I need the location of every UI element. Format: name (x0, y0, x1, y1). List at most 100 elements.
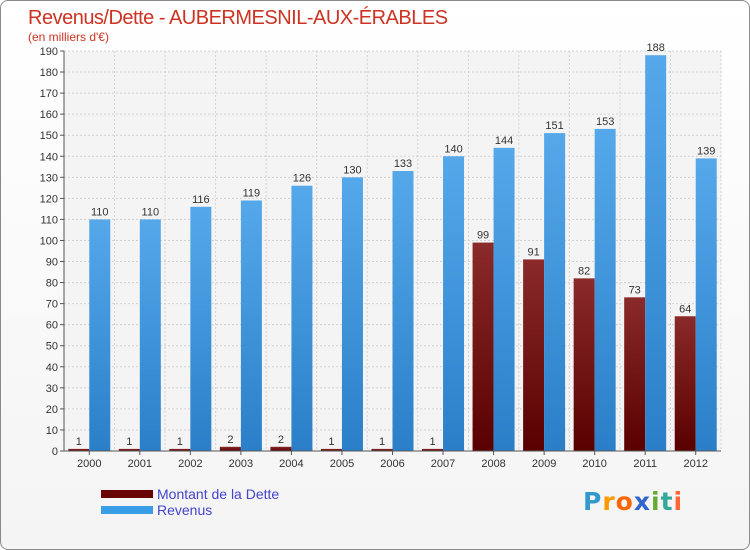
chart-title: Revenus/Dette - AUBERMESNIL-AUX-ÉRABLES (28, 7, 448, 29)
y-tick-label: 170 (40, 88, 58, 100)
axes: 0 10 20 30 40 50 60 70 80 90 100 110 120 130 140 150 160… (40, 46, 721, 470)
y-tick-label: 10 (46, 425, 58, 437)
bar-revenus-2008 (493, 147, 515, 451)
x-tick-label-2009: 2009 (532, 458, 556, 470)
y-tick-label: 80 (46, 278, 58, 290)
legend-label-dette: Montant de la Dette (157, 486, 280, 502)
x-tick-label-2005: 2005 (330, 458, 354, 470)
bar-dette-2002 (169, 448, 191, 451)
bar-revenus-2010 (594, 128, 616, 451)
bar-revenus-2004 (291, 185, 313, 451)
data-label-dette-2001: 1 (126, 436, 132, 448)
logo-letter: P (583, 487, 603, 516)
data-label-dette-2011: 73 (629, 284, 641, 296)
bar-dette-2006 (371, 448, 393, 451)
y-tick-label: 20 (46, 404, 58, 416)
y-tick-label: 50 (46, 341, 58, 353)
y-tick-label: 100 (40, 235, 58, 247)
data-label-dette-2010: 82 (578, 265, 590, 277)
bar-revenus-2007 (443, 156, 465, 451)
bar-revenus-2005 (341, 177, 363, 451)
x-tick-label-2006: 2006 (380, 458, 404, 470)
bar-revenus-2009 (544, 133, 566, 451)
data-label-revenus-2011: 188 (647, 42, 665, 54)
data-label-dette-2006: 1 (379, 436, 385, 448)
data-label-dette-2009: 91 (527, 246, 539, 258)
data-label-dette-2005: 1 (328, 436, 334, 448)
y-tick-label: 60 (46, 320, 58, 332)
y-tick-label: 190 (40, 46, 58, 58)
bar-dette-2000 (68, 448, 90, 451)
bar-revenus-2006 (392, 171, 414, 451)
y-tick-label: 30 (46, 383, 58, 395)
bar-dette-2010 (573, 278, 595, 451)
chart-subtitle: (en milliers d'€) (28, 30, 109, 44)
bar-revenus-2003 (240, 200, 262, 451)
y-tick-label: 180 (40, 67, 58, 79)
proxiti-logo: Proxiti (583, 487, 683, 516)
x-tick-label-2004: 2004 (279, 458, 303, 470)
x-tick-label-2003: 2003 (229, 458, 253, 470)
y-tick-label: 70 (46, 299, 58, 311)
legend-label-revenus: Revenus (157, 502, 213, 518)
legend-swatch-dette (101, 490, 153, 498)
data-label-dette-2003: 2 (227, 434, 233, 446)
y-tick-label: 150 (40, 130, 58, 142)
data-label-revenus-2010: 153 (596, 116, 614, 128)
x-tick-label-2000: 2000 (77, 458, 101, 470)
bar-dette-2008 (472, 242, 494, 451)
bar-dette-2004 (270, 446, 292, 451)
logo-letter: x (633, 487, 651, 516)
data-label-revenus-2005: 130 (343, 164, 361, 176)
data-label-dette-2000: 1 (76, 436, 82, 448)
logo-letter: t (660, 487, 674, 516)
data-label-revenus-2007: 140 (444, 143, 462, 155)
bar-revenus-2011 (645, 55, 667, 452)
x-tick-label-2010: 2010 (582, 458, 606, 470)
logo-letter: i (673, 487, 684, 516)
data-label-revenus-2003: 119 (243, 187, 261, 199)
bar-dette-2001 (118, 448, 140, 451)
x-tick-label-2007: 2007 (431, 458, 455, 470)
legend-swatch-revenus (101, 506, 153, 514)
y-tick-label: 0 (52, 446, 58, 458)
bar-dette-2003 (219, 446, 241, 451)
data-label-revenus-2004: 126 (293, 173, 311, 185)
data-label-revenus-2009: 151 (545, 120, 563, 132)
bar-dette-2011 (624, 297, 646, 451)
bar-dette-2009 (523, 259, 545, 451)
bars: 1 110 1 110 1 116 2 119 2 126 1 130 1 133 1 140 99 144 91 1… (68, 42, 717, 452)
bar-dette-2005 (320, 448, 342, 451)
data-label-revenus-2008: 144 (495, 135, 513, 147)
data-label-revenus-2000: 110 (91, 206, 109, 218)
data-label-revenus-2002: 116 (192, 194, 210, 206)
data-label-revenus-2006: 133 (394, 158, 412, 170)
data-label-dette-2002: 1 (177, 436, 183, 448)
logo-letter: o (615, 487, 634, 516)
y-tick-label: 110 (40, 214, 58, 226)
bar-revenus-2012 (695, 158, 717, 452)
data-label-dette-2012: 64 (679, 303, 691, 315)
logo-letter: r (602, 487, 616, 516)
y-tick-label: 120 (40, 193, 58, 205)
data-label-revenus-2012: 139 (697, 145, 715, 157)
data-label-dette-2007: 1 (429, 436, 435, 448)
bar-revenus-2000 (89, 219, 111, 451)
y-tick-label: 130 (40, 172, 58, 184)
bar-revenus-2001 (139, 219, 161, 451)
x-tick-label-2001: 2001 (128, 458, 152, 470)
bar-dette-2012 (674, 316, 696, 451)
y-tick-label: 140 (40, 151, 58, 163)
x-tick-label-2012: 2012 (683, 458, 707, 470)
logo-letter: i (651, 487, 661, 516)
y-tick-label: 40 (46, 362, 58, 374)
y-tick-label: 90 (46, 257, 58, 269)
x-tick-label-2008: 2008 (481, 458, 505, 470)
data-label-revenus-2001: 110 (142, 206, 160, 218)
data-label-dette-2004: 2 (278, 434, 284, 446)
bar-revenus-2002 (190, 206, 212, 451)
data-label-dette-2008: 99 (477, 230, 489, 242)
x-tick-label-2002: 2002 (178, 458, 202, 470)
